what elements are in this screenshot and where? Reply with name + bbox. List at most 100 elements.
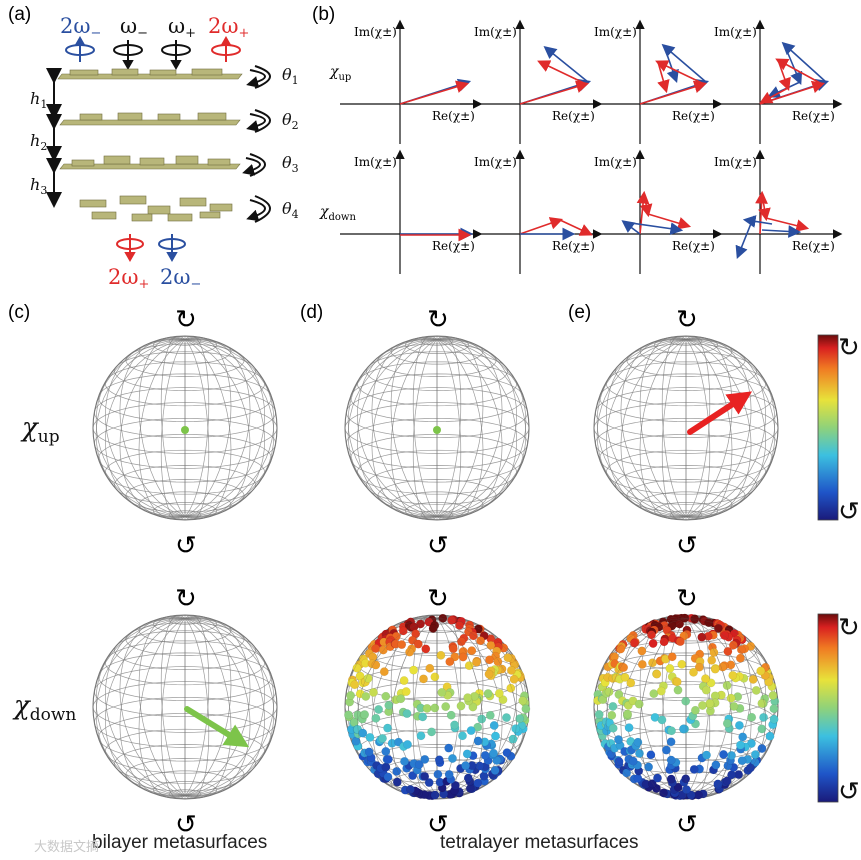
sphere-mesh: [92, 335, 278, 521]
scatter-point: [402, 709, 412, 718]
scatter-point: [379, 667, 389, 677]
scatter-point: [697, 632, 707, 642]
sphere-d-up: ↻↺: [344, 305, 530, 561]
phasor-red: [655, 60, 705, 85]
scatter-point: [765, 731, 775, 741]
panel-label-b: (b): [312, 4, 335, 25]
im-axis-label: Im(χ±): [714, 155, 757, 169]
scatter-point: [473, 736, 483, 746]
sphere-d-down: ↻↺: [344, 584, 531, 840]
scatter-point: [722, 719, 732, 728]
scatter-point: [358, 728, 368, 738]
re-axis-label: Re(χ±): [432, 109, 475, 123]
colorbar-down-top-symbol: ↻: [838, 613, 860, 643]
phasor-axes-up-0: Im(χ±) Re(χ±): [340, 19, 483, 144]
scatter-point: [737, 645, 746, 655]
scatter-point: [502, 713, 511, 722]
phasor-red: [537, 60, 587, 85]
scatter-point: [630, 638, 639, 648]
scatter-point: [713, 779, 723, 789]
pol-arrow-blue-down: [158, 234, 186, 263]
scatter-point: [757, 699, 767, 708]
pol-arrow-black-2: [161, 40, 191, 71]
im-axis-label: Im(χ±): [594, 25, 637, 39]
scatter-point: [719, 750, 728, 759]
colorbar-up: [817, 334, 839, 521]
colorbar-down: [817, 613, 839, 803]
angle-theta1: θ1: [282, 65, 299, 87]
scatter-point: [430, 790, 440, 800]
scatter-point: [441, 702, 451, 711]
row-label-chi-up: χup: [20, 413, 60, 447]
scatter-point: [673, 685, 683, 695]
scatter-point: [748, 675, 758, 684]
sphere-mesh-overlay: [595, 615, 779, 799]
scatter-point: [468, 702, 478, 712]
scatter-point: [384, 700, 394, 710]
scatter-point: [483, 689, 493, 698]
scatter-point: [436, 650, 446, 660]
scatter-point: [383, 723, 392, 733]
scatter-point: [608, 702, 618, 711]
scatter-point: [705, 699, 715, 708]
colorbar-up-top-symbol: ↻: [838, 333, 860, 363]
scatter-point: [634, 699, 644, 709]
scatter-point: [521, 704, 531, 714]
scatter-point: [690, 614, 700, 624]
sphere-e-up: ↻↺: [593, 305, 779, 561]
scatter-point: [493, 657, 503, 667]
scatter-point: [728, 671, 738, 680]
re-axis-label: Re(χ±): [792, 109, 835, 123]
scatter-point: [369, 688, 378, 697]
phasor-red: [399, 80, 470, 105]
scatter-point: [511, 724, 521, 734]
im-axis-label: Im(χ±): [474, 155, 517, 169]
scatter-point: [484, 669, 494, 679]
scatter-point: [691, 705, 700, 715]
phasor-blue: [623, 221, 684, 235]
state-point: [181, 426, 189, 434]
scatter-point: [464, 661, 474, 671]
scatter-point: [681, 774, 691, 784]
phasor-red: [777, 59, 791, 92]
scatter-point: [598, 695, 608, 704]
scatter-point: [518, 696, 528, 706]
scatter-point: [738, 732, 748, 742]
scatter-point: [360, 710, 369, 719]
height-h2: h2: [30, 131, 47, 153]
phasor-blue: [742, 215, 773, 228]
phasor-red: [559, 219, 593, 236]
scatter-point: [494, 689, 504, 698]
poincare-spheres: ↻↺↻↺↻↺↻↺↻↺↻↺: [92, 305, 780, 840]
scatter-point: [644, 762, 653, 772]
scatter-point: [485, 710, 495, 720]
panel-a-stack: 2ω− ω− ω+ 2ω+: [30, 14, 299, 292]
scatter-point: [381, 691, 391, 701]
scatter-point: [413, 639, 423, 649]
pole-top-symbol: ↻: [676, 305, 698, 335]
scatter-point: [736, 740, 745, 750]
scatter-point: [398, 626, 408, 636]
scatter-point: [450, 781, 460, 790]
scatter-point: [628, 756, 638, 766]
scatter-point: [646, 750, 656, 760]
scatter-point: [346, 691, 355, 700]
scatter-point: [408, 771, 417, 780]
sphere-mesh: [92, 614, 278, 800]
scatter-point: [475, 761, 485, 771]
scatter-point: [694, 662, 704, 672]
colorbar-up-bottom-symbol: ↺: [838, 497, 860, 527]
scatter-point: [637, 660, 647, 669]
scatter-point: [647, 630, 656, 640]
scatter-point: [665, 664, 675, 673]
phasor-blue: [783, 43, 803, 85]
pole-top-symbol: ↻: [427, 584, 449, 614]
height-h1: h1: [30, 89, 47, 111]
phasor-axes-up-3: Im(χ±) Re(χ±): [700, 19, 843, 144]
scatter-point: [428, 624, 438, 633]
scatter-point: [419, 674, 428, 684]
scatter-point: [378, 734, 387, 743]
phasor-red: [765, 217, 810, 232]
phasor-red: [759, 87, 789, 104]
scatter-point: [401, 687, 411, 696]
